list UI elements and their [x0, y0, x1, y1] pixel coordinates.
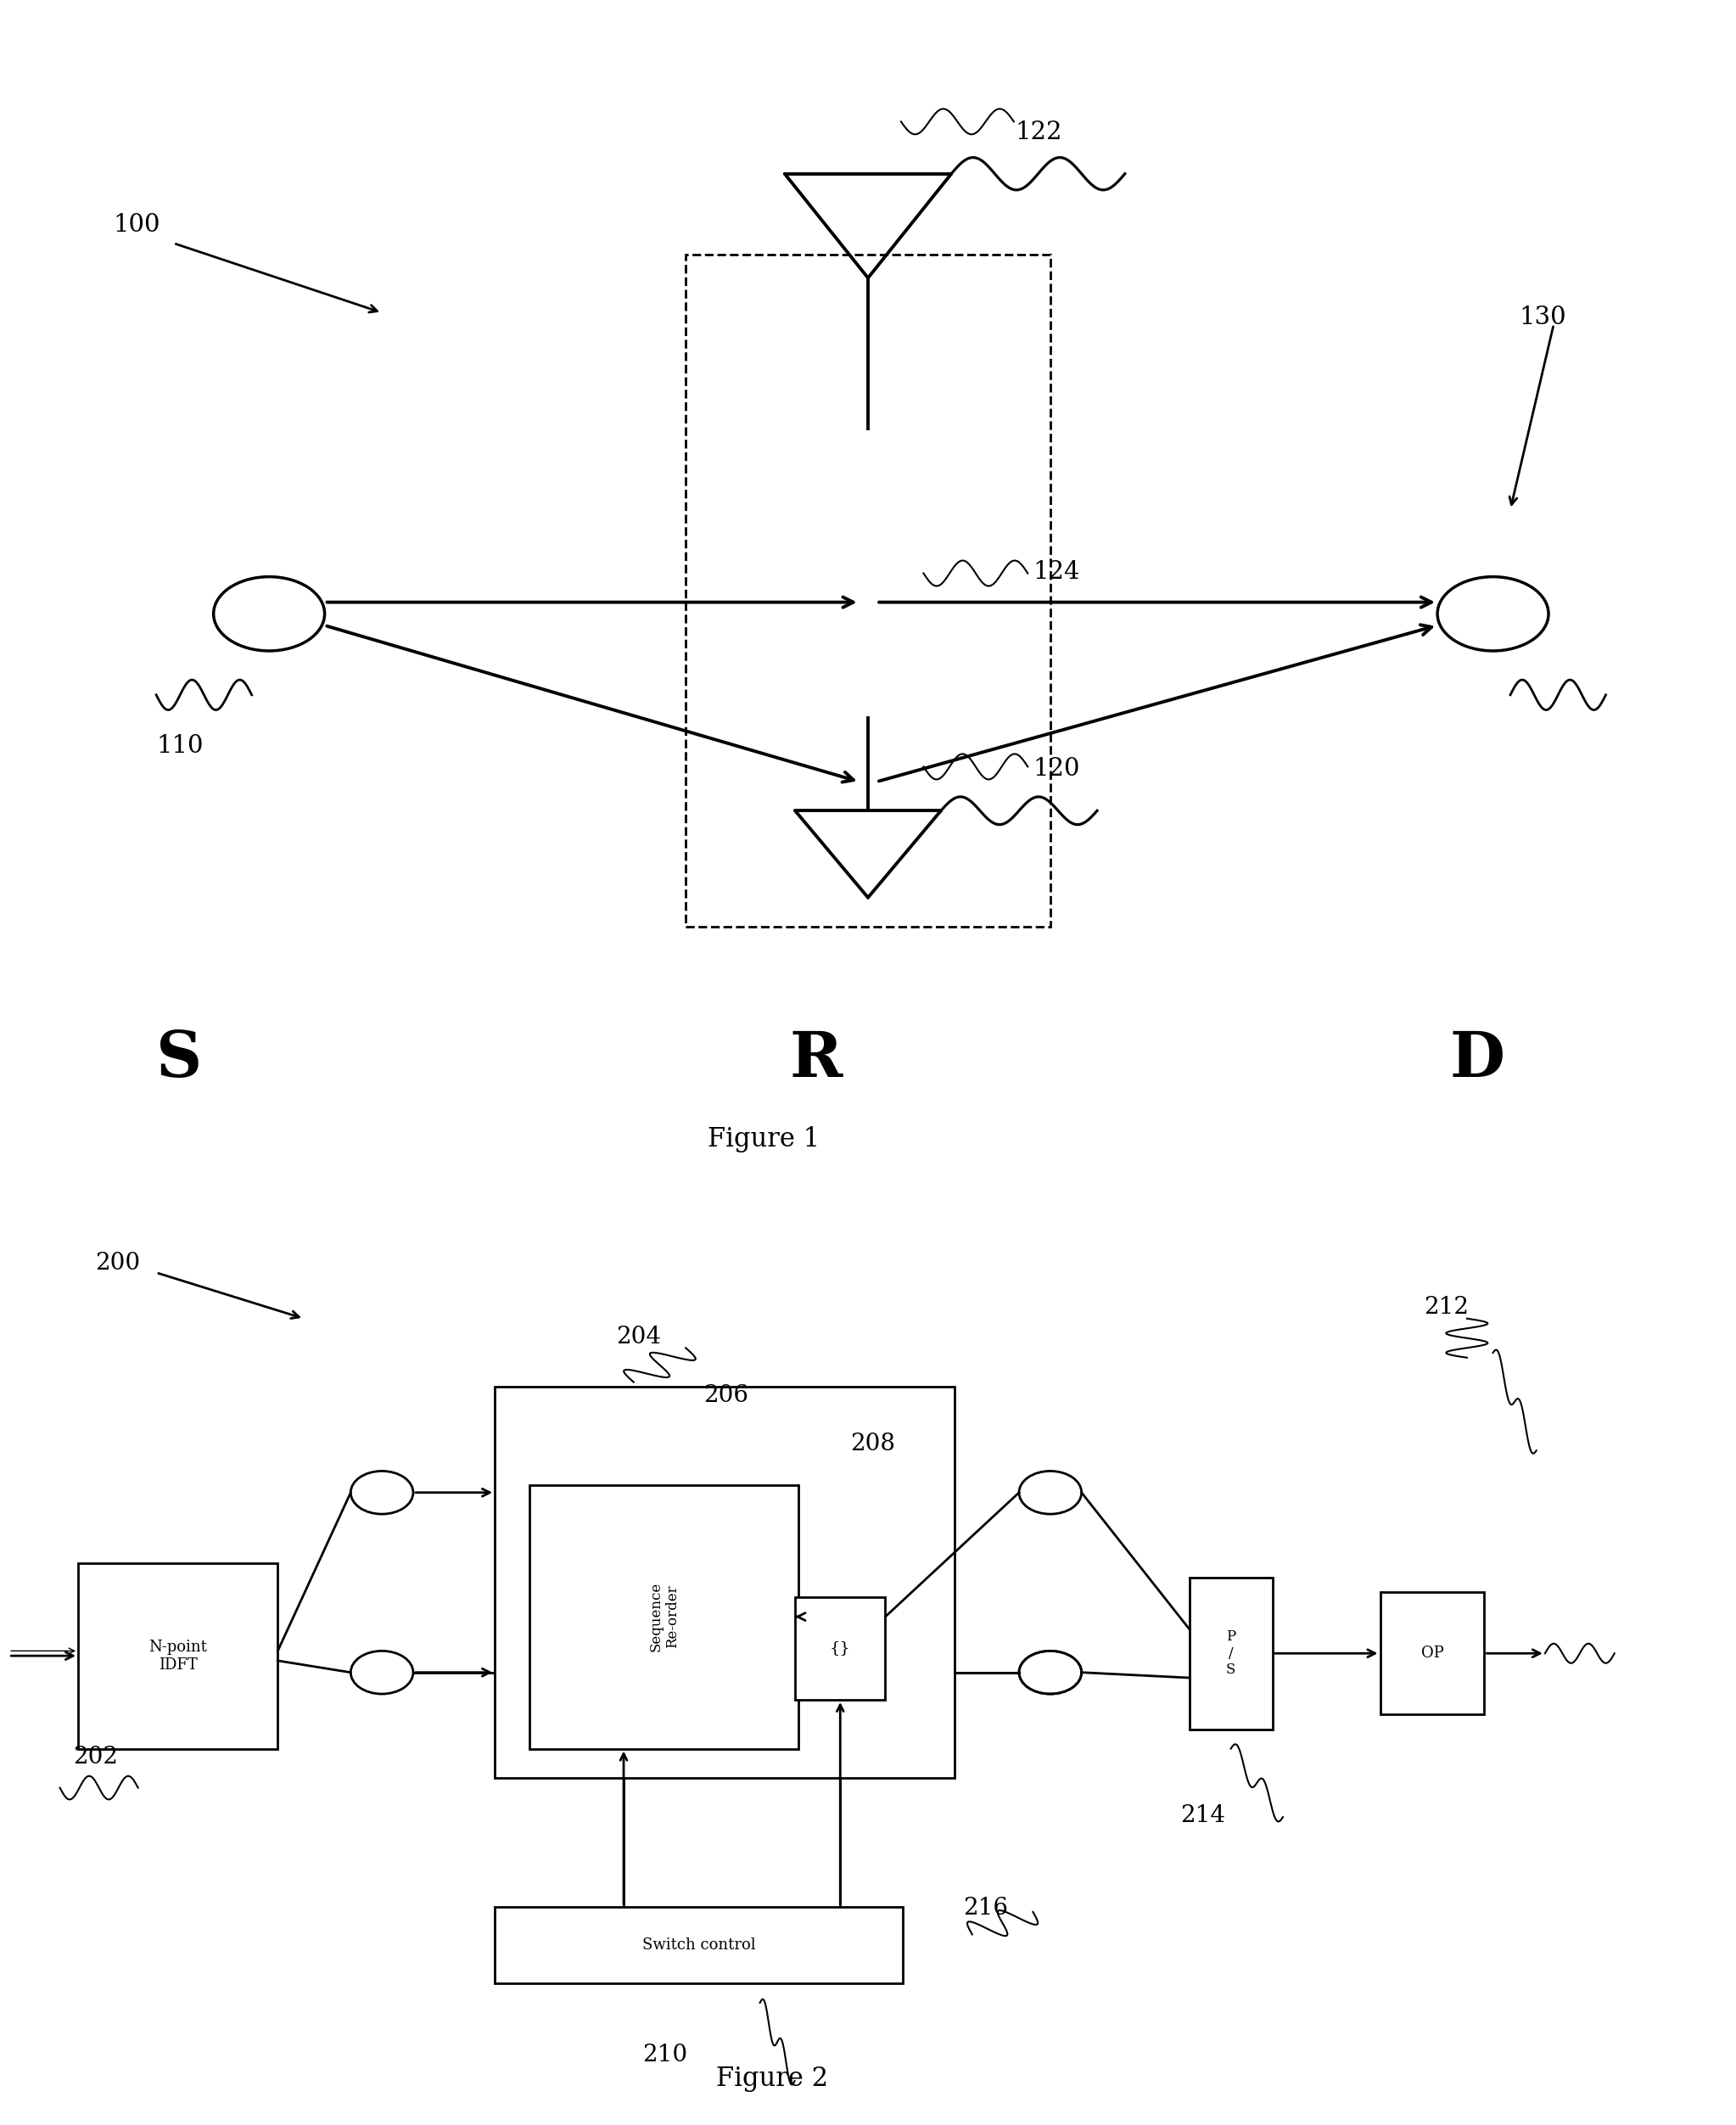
Bar: [1380, 1592, 1484, 1715]
Text: 208: 208: [851, 1432, 896, 1456]
Text: D: D: [1450, 1028, 1505, 1090]
Text: 122: 122: [1016, 121, 1062, 145]
Bar: [686, 255, 1050, 926]
Text: 130: 130: [1519, 306, 1566, 329]
Bar: [529, 1485, 799, 1749]
Text: 100: 100: [113, 212, 160, 236]
Bar: [1189, 1577, 1272, 1730]
Text: Figure 1: Figure 1: [708, 1126, 819, 1152]
Text: Sequence
Re-order: Sequence Re-order: [649, 1581, 679, 1651]
Text: OP: OP: [1420, 1645, 1444, 1662]
Text: 124: 124: [1033, 561, 1080, 584]
Text: Switch control: Switch control: [642, 1938, 755, 1953]
Text: 200: 200: [95, 1252, 141, 1275]
Text: {}: {}: [830, 1640, 851, 1655]
Text: 214: 214: [1180, 1804, 1226, 1827]
Text: 202: 202: [73, 1745, 118, 1768]
Text: 210: 210: [642, 2044, 687, 2066]
Text: R: R: [790, 1028, 842, 1090]
Text: 206: 206: [703, 1383, 748, 1407]
Bar: [78, 1564, 278, 1749]
Text: P
/
S: P / S: [1226, 1630, 1236, 1677]
Text: N-point
IDFT: N-point IDFT: [149, 1638, 207, 1672]
Bar: [795, 1598, 885, 1700]
Text: 110: 110: [156, 733, 203, 759]
Text: Figure 2: Figure 2: [717, 2066, 828, 2091]
Text: 212: 212: [1424, 1296, 1469, 1320]
Text: 120: 120: [1033, 756, 1080, 782]
Text: 204: 204: [616, 1326, 661, 1347]
Bar: [495, 1906, 903, 1983]
Text: 216: 216: [963, 1898, 1009, 1919]
Bar: [495, 1388, 955, 1779]
Text: S: S: [156, 1028, 203, 1090]
